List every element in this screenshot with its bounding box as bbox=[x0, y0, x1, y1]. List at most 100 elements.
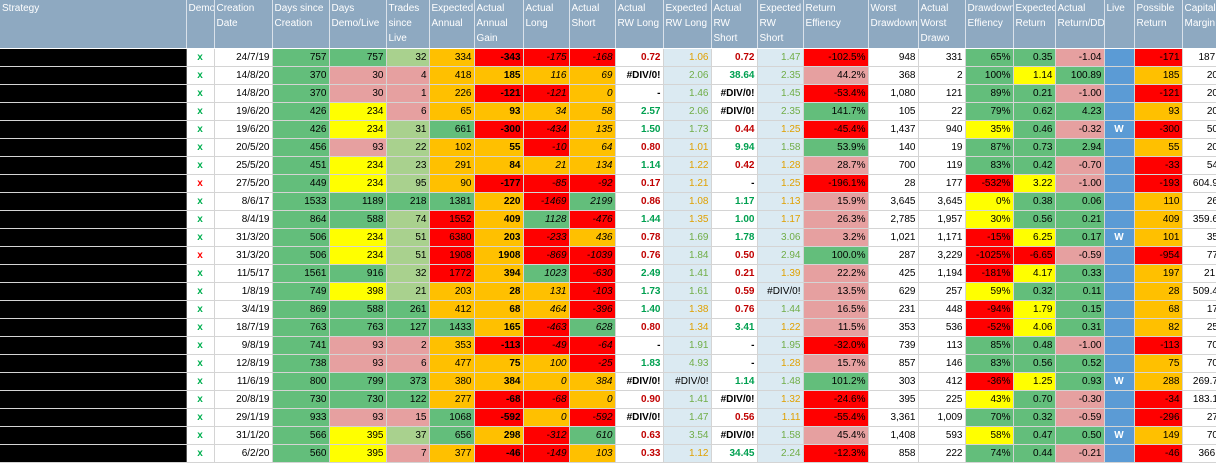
actual-rw-short-cell[interactable]: #DIV/0! bbox=[711, 390, 758, 409]
demo-flag-cell[interactable]: x bbox=[186, 228, 215, 247]
days-demo-live-cell[interactable]: 234 bbox=[329, 102, 387, 121]
strategy-name-cell[interactable] bbox=[0, 138, 187, 157]
actual-rw-long-cell[interactable]: 0.63 bbox=[615, 426, 664, 445]
worst-drawdown-cell[interactable]: 948 bbox=[868, 48, 919, 67]
creation-date-cell[interactable]: 19/6/20 bbox=[214, 120, 273, 139]
actual-return-dd-cell[interactable]: -0.70 bbox=[1055, 156, 1105, 175]
days-demo-live-cell[interactable]: 30 bbox=[329, 66, 387, 85]
trades-since-live-cell[interactable]: 2 bbox=[386, 336, 430, 355]
expected-rw-long-cell[interactable]: 1.69 bbox=[663, 228, 712, 247]
strategy-name-cell[interactable] bbox=[0, 210, 187, 229]
actual-long-cell[interactable]: -434 bbox=[523, 120, 570, 139]
actual-worst-drawdown-cell[interactable]: 2 bbox=[918, 66, 966, 85]
expected-rw-short-cell[interactable]: 1.17 bbox=[757, 210, 804, 229]
column-header[interactable]: Return Effiency bbox=[803, 0, 869, 49]
trades-since-live-cell[interactable]: 218 bbox=[386, 192, 430, 211]
demo-flag-cell[interactable]: x bbox=[186, 48, 215, 67]
actual-rw-short-cell[interactable]: 1.78 bbox=[711, 228, 758, 247]
worst-drawdown-cell[interactable]: 395 bbox=[868, 390, 919, 409]
expected-return-cell[interactable]: 1.25 bbox=[1013, 372, 1056, 391]
days-demo-live-cell[interactable]: 234 bbox=[329, 156, 387, 175]
possible-return-cell[interactable]: -171 bbox=[1134, 48, 1183, 67]
return-efficiency-cell[interactable]: 100.0% bbox=[803, 246, 869, 265]
actual-short-cell[interactable]: 628 bbox=[569, 318, 616, 337]
actual-rw-long-cell[interactable]: 0.17 bbox=[615, 174, 664, 193]
actual-long-cell[interactable]: -233 bbox=[523, 228, 570, 247]
creation-date-cell[interactable]: 18/7/19 bbox=[214, 318, 273, 337]
possible-return-cell[interactable]: 149 bbox=[1134, 426, 1183, 445]
trades-since-live-cell[interactable]: 51 bbox=[386, 228, 430, 247]
actual-return-dd-cell[interactable]: 100.89 bbox=[1055, 66, 1105, 85]
trades-since-live-cell[interactable]: 373 bbox=[386, 372, 430, 391]
column-header[interactable]: Expected Return bbox=[1013, 0, 1056, 49]
possible-return-cell[interactable]: 409 bbox=[1134, 210, 1183, 229]
trades-since-live-cell[interactable]: 261 bbox=[386, 300, 430, 319]
days-demo-live-cell[interactable]: 234 bbox=[329, 228, 387, 247]
actual-annual-gain-cell[interactable]: -343 bbox=[474, 48, 524, 67]
table-row[interactable]: x 27/5/20 449 234 95 90 -177 -85 -92 0.17 1.21-1.2… bbox=[0, 174, 1216, 193]
drawdown-efficiency-cell[interactable]: 30% bbox=[965, 210, 1014, 229]
drawdown-efficiency-cell[interactable]: -532% bbox=[965, 174, 1014, 193]
actual-return-dd-cell[interactable]: -1.00 bbox=[1055, 336, 1105, 355]
actual-return-dd-cell[interactable]: 0.33 bbox=[1055, 264, 1105, 283]
expected-rw-short-cell[interactable]: 1.28 bbox=[757, 354, 804, 373]
actual-long-cell[interactable]: -1469 bbox=[523, 192, 570, 211]
column-header[interactable]: Demo bbox=[186, 0, 215, 49]
expected-annual-cell[interactable]: 291 bbox=[429, 156, 475, 175]
actual-rw-short-cell[interactable]: 9.94 bbox=[711, 138, 758, 157]
return-efficiency-cell[interactable]: 16.5% bbox=[803, 300, 869, 319]
drawdown-efficiency-cell[interactable]: 58% bbox=[965, 426, 1014, 445]
actual-return-dd-cell[interactable]: -0.59 bbox=[1055, 246, 1105, 265]
actual-return-dd-cell[interactable]: 0.15 bbox=[1055, 300, 1105, 319]
actual-short-cell[interactable]: 103 bbox=[569, 444, 616, 463]
expected-rw-long-cell[interactable]: 1.34 bbox=[663, 318, 712, 337]
expected-annual-cell[interactable]: 102 bbox=[429, 138, 475, 157]
trades-since-live-cell[interactable]: 127 bbox=[386, 318, 430, 337]
creation-date-cell[interactable]: 14/8/20 bbox=[214, 66, 273, 85]
demo-flag-cell[interactable]: x bbox=[186, 336, 215, 355]
table-row[interactable]: x 3/4/19 869 588 261 412 68 464 -396 1.40 1.38 0.76… bbox=[0, 300, 1216, 319]
demo-flag-cell[interactable]: x bbox=[186, 282, 215, 301]
capital-margin-cell[interactable]: 200 bbox=[1182, 102, 1216, 121]
days-since-creation-cell[interactable]: 749 bbox=[272, 282, 330, 301]
days-since-creation-cell[interactable]: 370 bbox=[272, 84, 330, 103]
expected-return-cell[interactable]: 0.42 bbox=[1013, 156, 1056, 175]
actual-rw-long-cell[interactable]: 0.86 bbox=[615, 192, 664, 211]
capital-margin-cell[interactable]: 170 bbox=[1182, 300, 1216, 319]
live-flag-cell[interactable] bbox=[1104, 282, 1135, 301]
expected-return-cell[interactable]: 0.21 bbox=[1013, 84, 1056, 103]
live-flag-cell[interactable] bbox=[1104, 318, 1135, 337]
strategy-name-cell[interactable] bbox=[0, 228, 187, 247]
return-efficiency-cell[interactable]: -196.1% bbox=[803, 174, 869, 193]
worst-drawdown-cell[interactable]: 353 bbox=[868, 318, 919, 337]
actual-short-cell[interactable]: -92 bbox=[569, 174, 616, 193]
expected-return-cell[interactable]: 6.25 bbox=[1013, 228, 1056, 247]
column-header[interactable]: Live bbox=[1104, 0, 1135, 49]
actual-return-dd-cell[interactable]: -1.00 bbox=[1055, 84, 1105, 103]
expected-annual-cell[interactable]: 1381 bbox=[429, 192, 475, 211]
actual-short-cell[interactable]: -64 bbox=[569, 336, 616, 355]
drawdown-efficiency-cell[interactable]: 43% bbox=[965, 390, 1014, 409]
actual-rw-short-cell[interactable]: - bbox=[711, 336, 758, 355]
actual-annual-gain-cell[interactable]: -121 bbox=[474, 84, 524, 103]
demo-flag-cell[interactable]: x bbox=[186, 174, 215, 193]
expected-return-cell[interactable]: 0.35 bbox=[1013, 48, 1056, 67]
actual-short-cell[interactable]: 58 bbox=[569, 102, 616, 121]
expected-rw-long-cell[interactable]: 1.61 bbox=[663, 282, 712, 301]
actual-annual-gain-cell[interactable]: 298 bbox=[474, 426, 524, 445]
actual-annual-gain-cell[interactable]: 220 bbox=[474, 192, 524, 211]
creation-date-cell[interactable]: 1/8/19 bbox=[214, 282, 273, 301]
days-since-creation-cell[interactable]: 1533 bbox=[272, 192, 330, 211]
possible-return-cell[interactable]: 75 bbox=[1134, 354, 1183, 373]
actual-annual-gain-cell[interactable]: 394 bbox=[474, 264, 524, 283]
actual-return-dd-cell[interactable]: 0.93 bbox=[1055, 372, 1105, 391]
trades-since-live-cell[interactable]: 32 bbox=[386, 48, 430, 67]
possible-return-cell[interactable]: 55 bbox=[1134, 138, 1183, 157]
table-row[interactable]: x 31/3/20 506 234 51 6380 203 -233 436 0.78 1.69 1.… bbox=[0, 228, 1216, 247]
expected-rw-short-cell[interactable]: 1.13 bbox=[757, 192, 804, 211]
live-flag-cell[interactable] bbox=[1104, 246, 1135, 265]
days-demo-live-cell[interactable]: 763 bbox=[329, 318, 387, 337]
expected-rw-long-cell[interactable]: 2.06 bbox=[663, 102, 712, 121]
expected-annual-cell[interactable]: 203 bbox=[429, 282, 475, 301]
trades-since-live-cell[interactable]: 4 bbox=[386, 66, 430, 85]
